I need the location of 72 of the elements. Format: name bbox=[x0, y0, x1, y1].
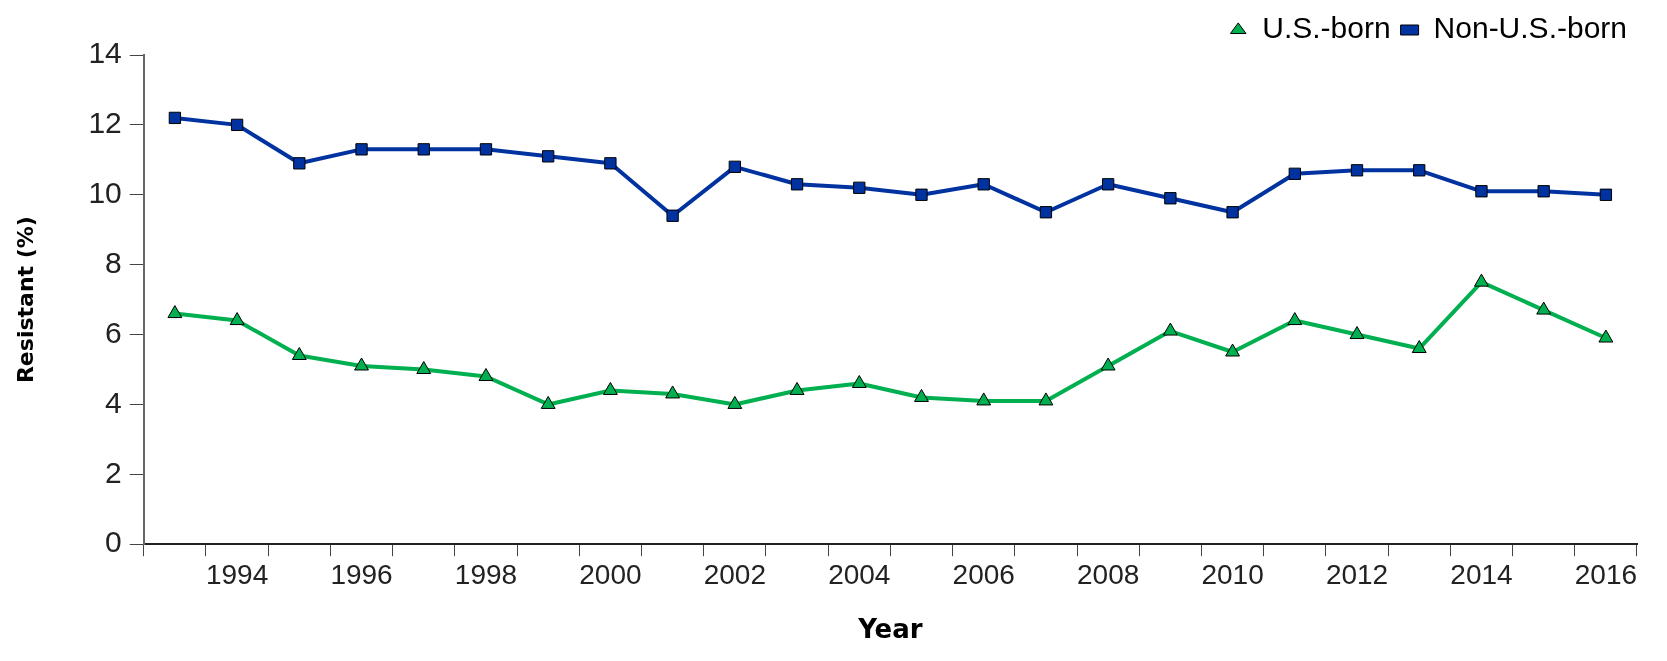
point bbox=[853, 181, 866, 194]
x-tick-label: 1996 bbox=[330, 558, 393, 590]
point bbox=[230, 118, 244, 132]
x-tick-label: 2014 bbox=[1450, 558, 1513, 590]
point bbox=[1411, 340, 1427, 354]
x-tick-label: 1994 bbox=[205, 558, 269, 590]
point bbox=[604, 157, 617, 170]
point bbox=[478, 367, 494, 381]
point bbox=[355, 143, 368, 156]
point bbox=[1038, 392, 1054, 406]
point bbox=[1537, 185, 1550, 198]
point bbox=[976, 392, 992, 406]
x-tick-label: 2012 bbox=[1325, 558, 1389, 590]
point bbox=[602, 381, 618, 395]
point bbox=[728, 160, 741, 173]
x-tick-label: 2000 bbox=[579, 558, 642, 590]
point bbox=[1413, 164, 1426, 177]
point bbox=[542, 150, 555, 163]
y-tick-label: 4 bbox=[105, 385, 122, 419]
x-tick-label: 2002 bbox=[703, 558, 766, 590]
point bbox=[540, 395, 556, 409]
point bbox=[1536, 301, 1552, 315]
point bbox=[1164, 192, 1177, 205]
x-tick-label: 2008 bbox=[1077, 558, 1140, 590]
point bbox=[354, 357, 369, 371]
point bbox=[1162, 322, 1178, 336]
point bbox=[1039, 206, 1053, 219]
x-tick-label: 1998 bbox=[454, 558, 518, 590]
y-tick-label: 10 bbox=[88, 176, 122, 210]
y-tick-label: 12 bbox=[88, 106, 122, 140]
x-tick-label: 2010 bbox=[1201, 558, 1264, 590]
point bbox=[666, 209, 679, 222]
y-tick-label: 2 bbox=[105, 455, 122, 489]
point bbox=[727, 395, 743, 409]
point bbox=[1225, 343, 1241, 357]
y-tick-label: 8 bbox=[105, 245, 122, 279]
point bbox=[1287, 312, 1303, 326]
point bbox=[291, 347, 307, 361]
point bbox=[914, 388, 929, 402]
point bbox=[1101, 178, 1115, 191]
y-tick-label: 14 bbox=[88, 36, 122, 70]
point bbox=[1598, 329, 1614, 343]
x-tick-label: 2004 bbox=[828, 558, 891, 590]
y-tick-label: 0 bbox=[105, 525, 122, 559]
legend-label: U.S.-born bbox=[1262, 11, 1391, 45]
point bbox=[1226, 206, 1239, 219]
point bbox=[229, 312, 245, 326]
point bbox=[293, 157, 306, 170]
point bbox=[915, 188, 928, 201]
y-axis-title: Resistant (%) bbox=[12, 216, 38, 384]
point bbox=[1474, 273, 1489, 287]
point bbox=[1349, 326, 1365, 340]
point bbox=[1288, 167, 1301, 180]
point bbox=[168, 111, 182, 125]
point bbox=[851, 374, 867, 388]
x-tick-label: 2016 bbox=[1574, 558, 1638, 590]
point bbox=[1475, 185, 1488, 198]
point bbox=[977, 178, 990, 191]
point bbox=[665, 385, 681, 399]
point bbox=[1100, 357, 1116, 371]
point bbox=[417, 143, 430, 156]
x-axis-title: Year bbox=[857, 614, 923, 645]
y-tick-label: 6 bbox=[105, 315, 122, 349]
point bbox=[790, 178, 804, 191]
point bbox=[789, 381, 805, 395]
point bbox=[1599, 188, 1613, 201]
x-tick-label: 2006 bbox=[952, 558, 1015, 590]
point bbox=[167, 305, 183, 319]
point bbox=[1350, 164, 1364, 177]
legend-label: Non-U.S.-born bbox=[1433, 11, 1627, 45]
point bbox=[479, 143, 493, 156]
point bbox=[416, 360, 432, 374]
